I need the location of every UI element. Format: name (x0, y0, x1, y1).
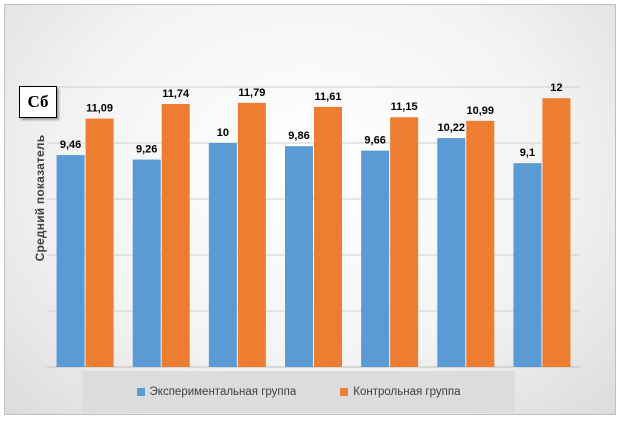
bar-control-5 (390, 117, 419, 368)
data-label-control-1: 11,09 (86, 103, 113, 115)
bar-experimental-1 (56, 155, 85, 367)
data-label-experimental-4: 9,86 (288, 130, 309, 142)
data-label-experimental-3: 10 (217, 127, 229, 139)
data-label-control-4: 11,61 (315, 91, 342, 103)
bar-experimental-3 (208, 143, 237, 367)
legend-item-experimental: Экспериментальная группа (136, 386, 297, 398)
legend-swatch-experimental (136, 388, 145, 396)
data-label-control-5: 11,15 (391, 101, 418, 113)
y-axis-label: Средний показатель (33, 134, 47, 262)
data-label-experimental-5: 9,66 (364, 135, 385, 147)
bar-experimental-2 (132, 159, 161, 367)
bar-control-7 (542, 98, 571, 367)
bar-control-6 (466, 120, 495, 367)
data-label-experimental-1: 9,46 (60, 139, 81, 151)
bar-control-3 (237, 102, 266, 368)
bar-control-2 (161, 104, 190, 368)
panel-label: Сб (19, 86, 57, 118)
legend-label-experimental: Экспериментальная группа (149, 386, 297, 398)
data-label-control-3: 11,79 (238, 87, 265, 99)
bar-experimental-5 (361, 150, 390, 367)
legend-item-control: Контрольная группа (340, 386, 460, 398)
bar-control-1 (85, 118, 114, 367)
legend-label-control: Контрольная группа (353, 386, 461, 398)
data-label-experimental-2: 9,26 (136, 144, 157, 156)
bar-experimental-4 (285, 146, 313, 367)
bar-experimental-7 (513, 163, 542, 367)
bar-control-4 (314, 106, 342, 367)
data-label-control-2: 11,74 (162, 88, 190, 100)
legend-swatch-control (340, 388, 349, 396)
legend: Экспериментальная группа Контрольная гру… (82, 371, 515, 413)
data-label-control-6: 10,99 (467, 105, 495, 117)
data-label-control-7: 12 (550, 82, 562, 94)
data-label-experimental-6: 10,22 (438, 122, 466, 134)
data-label-experimental-7: 9,1 (520, 147, 535, 159)
bar-experimental-6 (437, 138, 466, 367)
